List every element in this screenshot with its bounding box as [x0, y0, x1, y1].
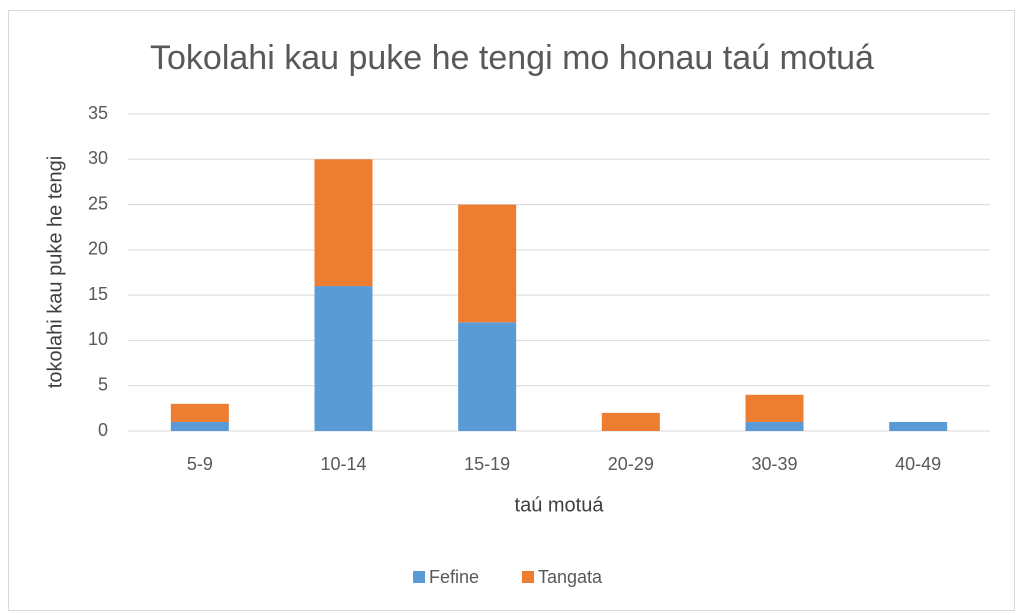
x-tick-label: 5-9 [187, 454, 213, 474]
y-tick-label: 15 [88, 284, 108, 304]
y-axis-title: tokolahi kau puke he tengi [44, 156, 66, 388]
bar-segment [601, 412, 660, 431]
x-axis-title: taú motuá [515, 494, 605, 516]
x-tick-label: 20-29 [608, 454, 654, 474]
legend-swatch [413, 571, 425, 583]
bar-segment [314, 159, 373, 287]
legend-label: Fefine [429, 567, 479, 587]
bar-segment [170, 403, 229, 422]
y-tick-label: 25 [88, 193, 108, 213]
x-tick-label: 30-39 [751, 454, 797, 474]
bar-segment [745, 394, 804, 422]
x-tick-label: 40-49 [895, 454, 941, 474]
x-tick-label: 10-14 [320, 454, 366, 474]
y-tick-label: 30 [88, 148, 108, 168]
y-tick-label: 10 [88, 329, 108, 349]
bar-segment [889, 421, 948, 431]
chart-title: Tokolahi kau puke he tengi mo honau taú … [150, 39, 874, 77]
bar-segment [458, 322, 517, 431]
x-tick-label: 15-19 [464, 454, 510, 474]
y-tick-label: 20 [88, 239, 108, 259]
bar-segment [745, 421, 804, 431]
bar-segment [170, 421, 229, 431]
bar-segment [458, 204, 517, 323]
y-tick-label: 35 [88, 103, 108, 123]
y-tick-label: 0 [98, 420, 108, 440]
bar-segment [314, 286, 373, 431]
y-tick-label: 5 [98, 374, 108, 394]
legend-label: Tangata [538, 567, 603, 587]
legend-swatch [522, 571, 534, 583]
